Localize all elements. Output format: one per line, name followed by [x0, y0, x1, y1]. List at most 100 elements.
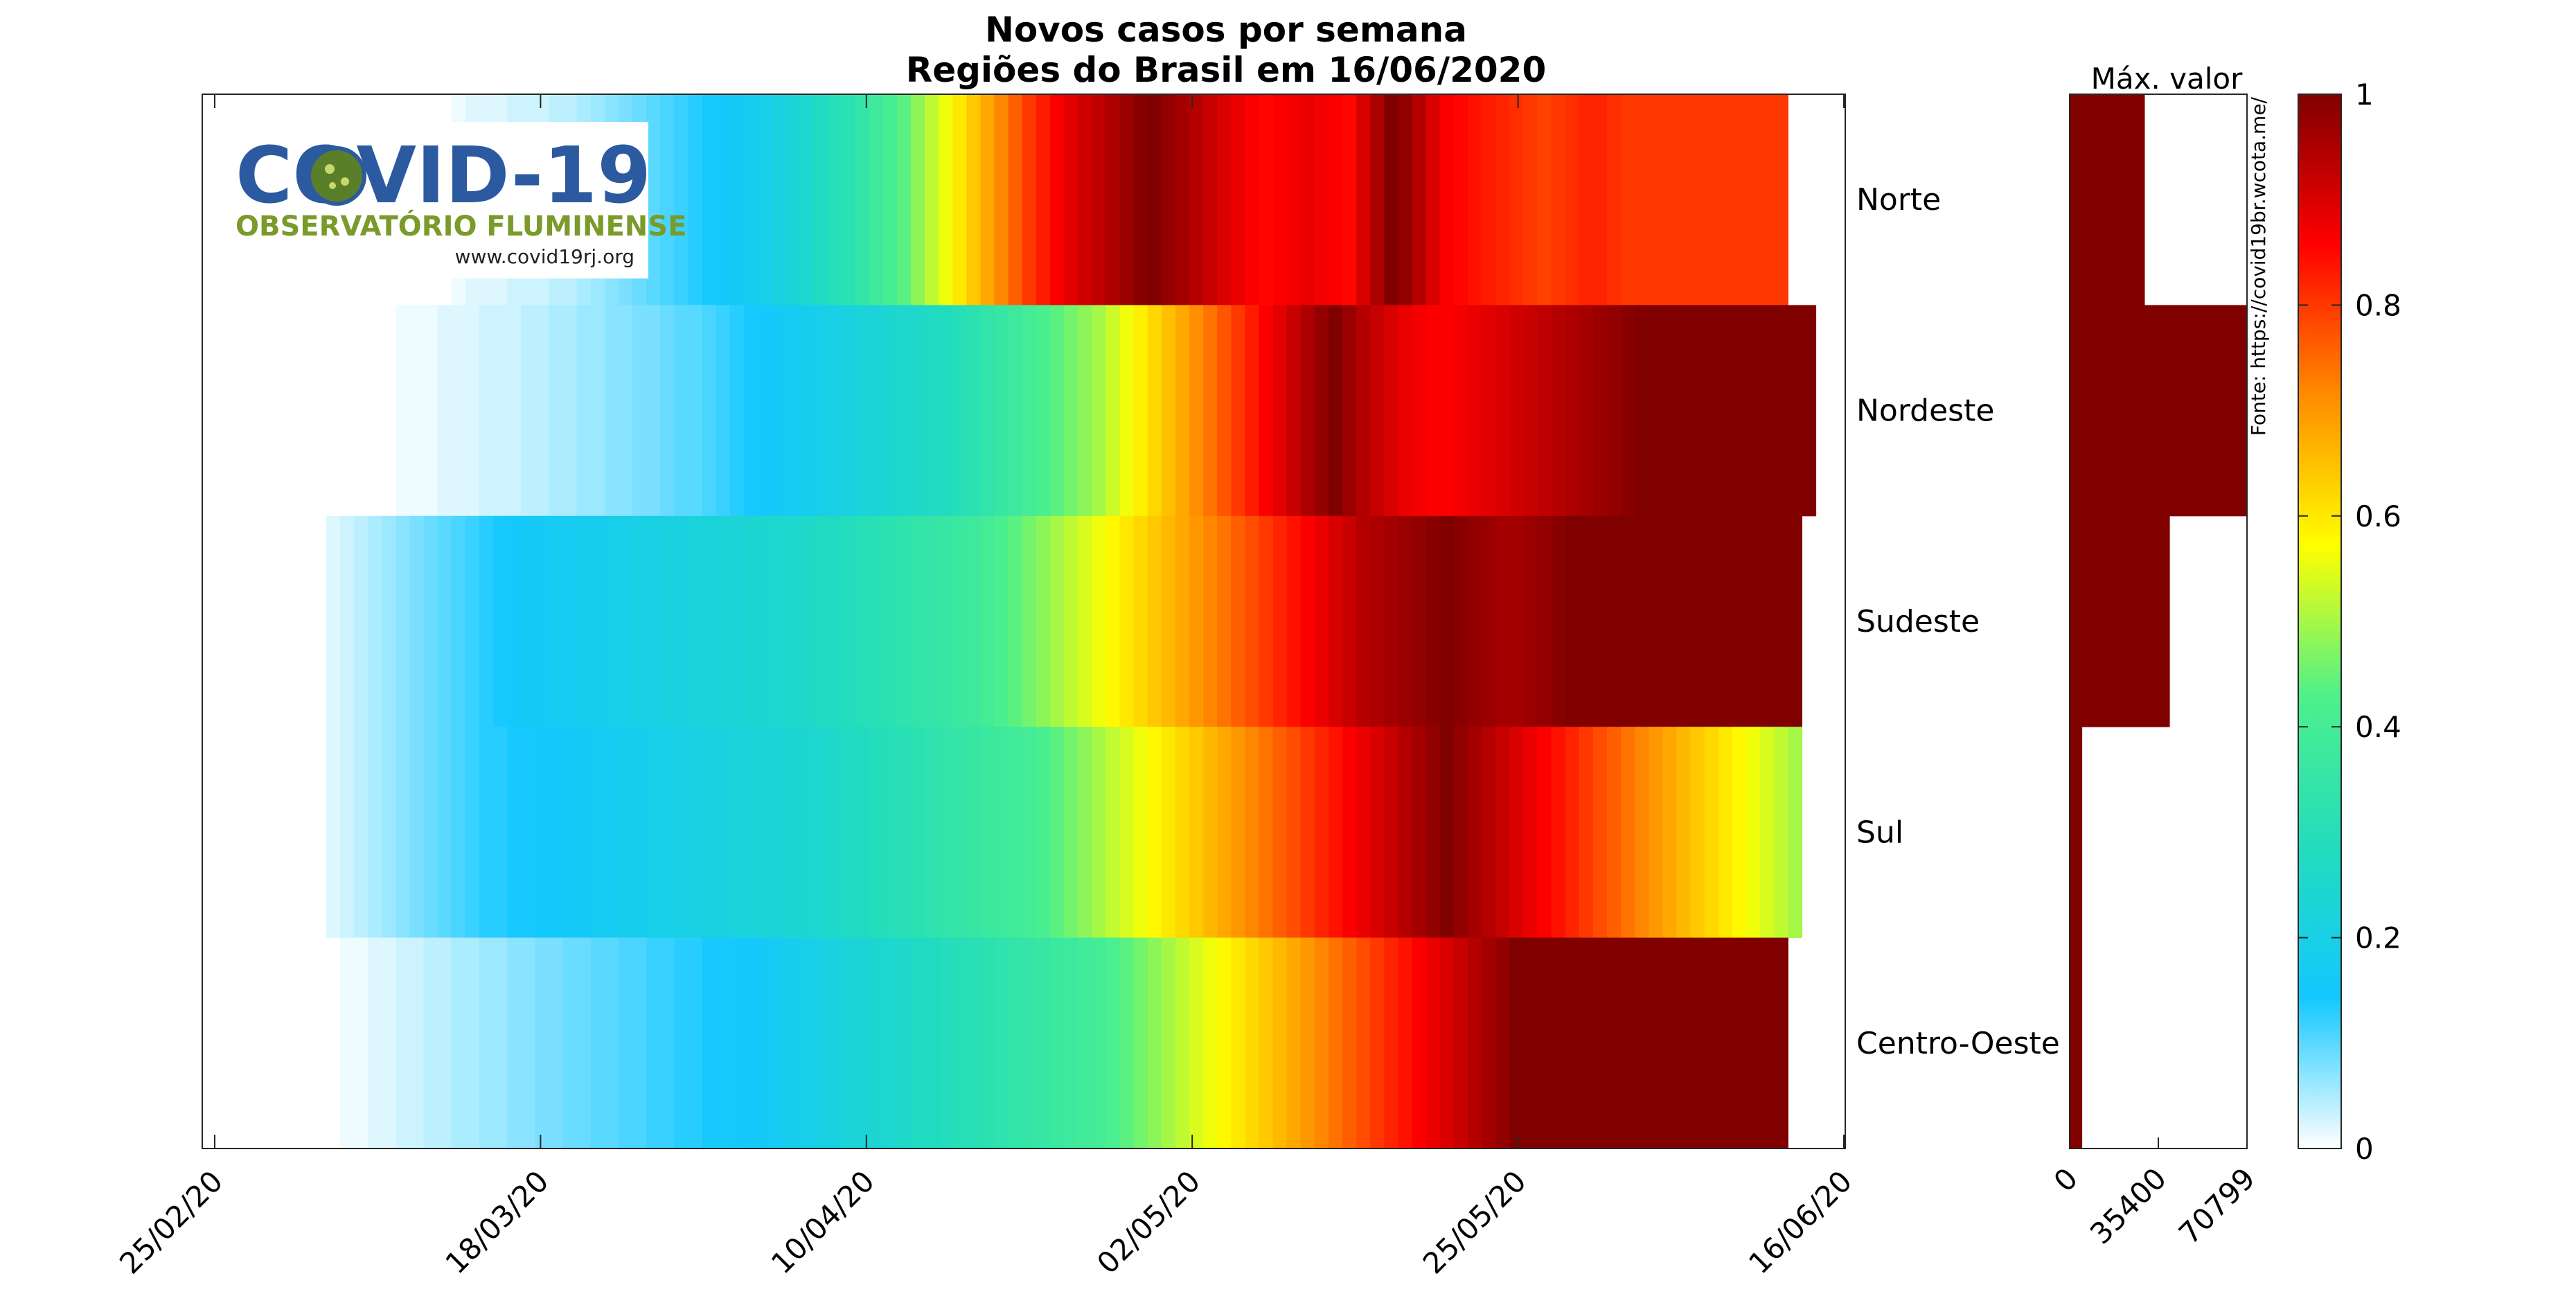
heatmap-cell	[1635, 937, 1649, 1149]
heatmap-cell	[1774, 937, 1788, 1149]
heatmap-cell	[1621, 94, 1635, 305]
heatmap-cell	[1523, 727, 1538, 939]
heatmap-cell	[479, 515, 494, 727]
heatmap-cell	[549, 937, 564, 1149]
heatmap-cell	[1286, 305, 1302, 517]
heatmap-cell	[604, 727, 619, 939]
heatmap-cell	[646, 727, 661, 939]
heatmap-cell	[1272, 305, 1288, 517]
heatmap-cell	[757, 305, 772, 517]
heatmap-cell	[618, 727, 633, 939]
heatmap-cell	[1760, 937, 1775, 1149]
heatmap-cell	[535, 515, 549, 727]
heatmap-cell	[1384, 305, 1399, 517]
heatmap-cell	[1217, 305, 1232, 517]
heatmap-cell	[1732, 515, 1747, 727]
heatmap-cell	[1329, 94, 1343, 305]
heatmap-cell	[1147, 727, 1162, 939]
heatmap-cell	[339, 515, 355, 727]
chart-subtitle: Regiões do Brasil em 16/06/2020	[906, 50, 1547, 90]
heatmap-cell	[1314, 727, 1329, 939]
heatmap-cell	[1119, 94, 1135, 305]
heatmap-cell	[1314, 937, 1329, 1149]
heatmap-cell	[1551, 727, 1566, 939]
heatmap-cell	[339, 937, 355, 1149]
heatmap-cell	[1718, 305, 1733, 517]
heatmap-cell	[604, 937, 619, 1149]
heatmap-cell	[1565, 937, 1580, 1149]
heatmap-cell	[925, 94, 939, 305]
heatmap-cell	[813, 94, 828, 305]
heatmap-cell	[757, 515, 772, 727]
heatmap-cell	[1732, 937, 1747, 1149]
heatmap-cell	[1050, 937, 1065, 1149]
heatmap-cell	[1133, 515, 1148, 727]
heatmap-cell	[702, 515, 717, 727]
heatmap-cell	[1760, 727, 1775, 939]
heatmap-cell	[980, 727, 995, 939]
heatmap-cell	[1607, 305, 1622, 517]
heatmap-cell	[1704, 94, 1719, 305]
heatmap-cell	[1482, 305, 1496, 517]
heatmap-cell	[507, 515, 522, 727]
colorbar-ticks: 0 0.2 0.4 0.6 0.8 1	[2298, 78, 2401, 1166]
heatmap-cell	[451, 727, 466, 939]
heatmap-cell	[1635, 305, 1649, 517]
heatmap-cell	[535, 937, 549, 1149]
heatmap-cell	[1078, 515, 1092, 727]
colorbar-tick-label: 0.2	[2355, 921, 2401, 955]
heatmap-cell	[479, 937, 494, 1149]
heatmap-cell	[925, 515, 939, 727]
heatmap-cell	[632, 305, 647, 517]
logo-background	[205, 122, 648, 278]
heatmap-cell	[1342, 94, 1357, 305]
heatmap-cell	[549, 305, 564, 517]
heatmap-cell	[1203, 727, 1218, 939]
colorbar-tick-label: 0	[2355, 1132, 2374, 1166]
heatmap-cell	[1286, 515, 1302, 727]
heatmap-cell	[1217, 94, 1232, 305]
heatmap-cell	[1356, 305, 1371, 517]
heatmap-cell	[1398, 94, 1413, 305]
heatmap-cell	[1050, 727, 1065, 939]
heatmap-cell	[632, 515, 647, 727]
heatmap-cell	[1329, 515, 1343, 727]
heatmap-cell	[1412, 94, 1427, 305]
heatmap-cell	[451, 937, 466, 1149]
heatmap-cell	[396, 515, 410, 727]
heatmap-cell	[841, 305, 856, 517]
heatmap-cell	[632, 937, 647, 1149]
heatmap-cell	[660, 727, 675, 939]
heatmap-cell	[966, 305, 981, 517]
heatmap-cell	[674, 937, 689, 1149]
heatmap-cell	[1690, 94, 1705, 305]
colorbar-tick-label: 0.8	[2355, 288, 2401, 322]
heatmap-cell	[1690, 515, 1705, 727]
heatmap-cell	[1774, 727, 1788, 939]
heatmap-plot-area: Norte Nordeste Sudeste Sul Centro-Oeste 25/0…	[113, 94, 2060, 1280]
heatmap-cell	[521, 515, 535, 727]
heatmap-cell	[1147, 937, 1162, 1149]
heatmap-cell	[757, 94, 772, 305]
heatmap-cell	[354, 937, 368, 1149]
heatmap-cell	[1092, 94, 1106, 305]
heatmap-cell	[618, 515, 633, 727]
chart-title: Novos casos por semana	[985, 10, 1467, 50]
heatmap-cell	[757, 727, 772, 939]
heatmap-cell	[1453, 937, 1468, 1149]
heatmap-cell	[799, 305, 814, 517]
heatmap-cell	[772, 515, 786, 727]
heatmap-cell	[590, 305, 605, 517]
heatmap-cell	[1412, 305, 1427, 517]
heatmap-cell	[1788, 515, 1802, 727]
heatmap-cell	[716, 94, 731, 305]
heatmap-cell	[1676, 94, 1691, 305]
heatmap-cell	[1217, 937, 1232, 1149]
heatmap-cell	[799, 94, 814, 305]
heatmap-cell	[660, 94, 675, 305]
heatmap-cell	[354, 727, 368, 939]
heatmap-cell	[1482, 727, 1496, 939]
heatmap-cell	[1161, 94, 1176, 305]
heatmap-cell	[716, 937, 731, 1149]
